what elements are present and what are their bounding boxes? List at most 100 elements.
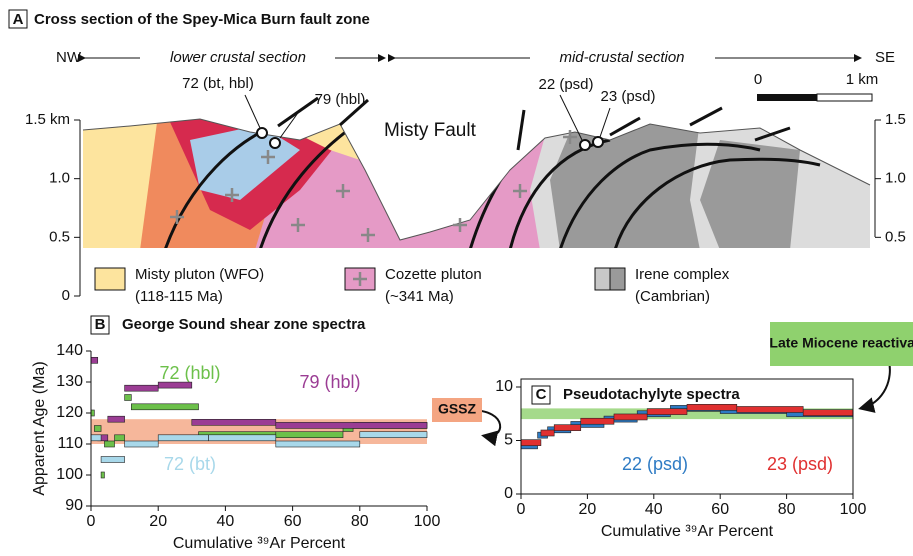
x-tick-label: 0 [87,513,96,530]
step [100,456,125,463]
legend-swatch [609,267,626,291]
pluton-crosses [170,130,577,242]
slip-arrow [516,109,526,151]
sample-site [256,127,268,139]
panel-label: C [536,386,547,403]
sample-label: 23 (psd) [600,88,655,105]
y-tick-label: 120 [56,404,83,421]
series-label: 79 (hbl) [299,372,360,392]
legend-label: (118-115 Ma) [135,288,223,305]
y-tick-label: 0 [504,485,513,502]
step [157,434,209,442]
scale-label: 0 [754,71,762,88]
y-tick-label: 0 [62,287,70,304]
slip-arrow [339,98,369,127]
x-tick-label: 60 [284,513,302,530]
series-label: 23 (psd) [767,454,833,474]
step [124,440,159,448]
fault [258,123,356,248]
x-tick-label: 20 [579,501,597,518]
step [520,439,542,446]
step [107,415,125,423]
step [157,381,193,389]
sample-site [269,137,281,149]
x-tick-label: 80 [351,513,369,530]
slip-arrow [754,126,791,142]
step [100,471,105,479]
panel-label-box [90,315,110,335]
step [191,418,277,426]
y-axis-title: Apparent Age (Ma) [31,361,48,495]
y-tick-label: 90 [65,497,83,514]
x-tick-label: 40 [217,513,235,530]
sample-label: 22 (psd) [538,76,593,93]
x-tick-label: 40 [645,501,663,518]
direction-label: SE [875,49,895,66]
fault-label: Misty Fault [384,120,477,141]
fault [558,142,761,248]
chart: B George Sound shear zone spectra GSSZ 72 (… [31,316,482,552]
step [124,384,159,392]
leader [599,107,611,138]
step [686,404,738,411]
step [275,422,428,429]
x-axis-title: Cumulative ³⁹Ar Percent [173,535,346,552]
step [540,429,555,437]
x-tick-label: 60 [711,501,729,518]
step [208,434,277,442]
scale-bar [816,93,873,102]
sample-site [592,136,604,148]
series-label: 72 (hbl) [159,363,220,383]
section-label: lower crustal section [170,49,306,66]
panel-label: A [13,11,24,28]
band-label-box [770,322,913,366]
step [90,434,102,442]
step [553,424,582,431]
legend-label: (Cambrian) [635,288,710,305]
legend-cross [353,272,367,286]
direction-label: NW [56,49,82,66]
y-tick-label: 130 [56,373,83,390]
series-label: 72 (bt) [164,454,216,474]
legend-label: (~341 Ma) [385,288,454,305]
irene-complex [550,120,700,248]
chart-title: Pseudotachylyte spectra [563,386,740,403]
x-tick-label: 100 [840,501,867,518]
step [94,425,102,432]
panel-label-box [8,9,28,29]
step [275,440,361,448]
step [124,394,132,401]
y-tick-label: 0.5 [49,228,70,245]
x-tick-label: 100 [414,513,441,530]
slip-arrow [689,106,723,127]
band-label: Late Miocene reactivation [769,335,913,351]
series-label: 22 (psd) [622,454,688,474]
cross-section [83,119,870,248]
irene-complex [700,140,800,248]
step [104,440,115,448]
sample-label: 72 (bt, hbl) [182,75,254,92]
chart: C Pseudotachylyte spectra Late Miocene rea… [495,322,913,540]
scale-label: 1 km [846,71,879,88]
fault [613,157,821,248]
y2-tick-label: 1.5 [885,111,906,128]
y-tick-label: 100 [56,466,83,483]
y-tick-label: 5 [504,432,513,449]
sample-site [579,139,591,151]
scale-bar [757,94,817,101]
step [275,431,344,439]
sample-label: 79 (hbl) [315,91,366,108]
panel-label-box [531,385,551,405]
frame [520,378,854,495]
y-tick-label: 10 [495,378,513,395]
step [646,408,688,415]
step [580,417,615,425]
leader [244,94,261,129]
step [613,413,648,421]
panel-title: Cross section of the Spey-Mica Burn faul… [34,11,370,28]
cross-symbols [170,130,577,242]
legend-label: Misty pluton (WFO) [135,266,264,283]
step [90,356,99,364]
misty-pluton [83,119,160,248]
x-tick-label: 20 [149,513,167,530]
